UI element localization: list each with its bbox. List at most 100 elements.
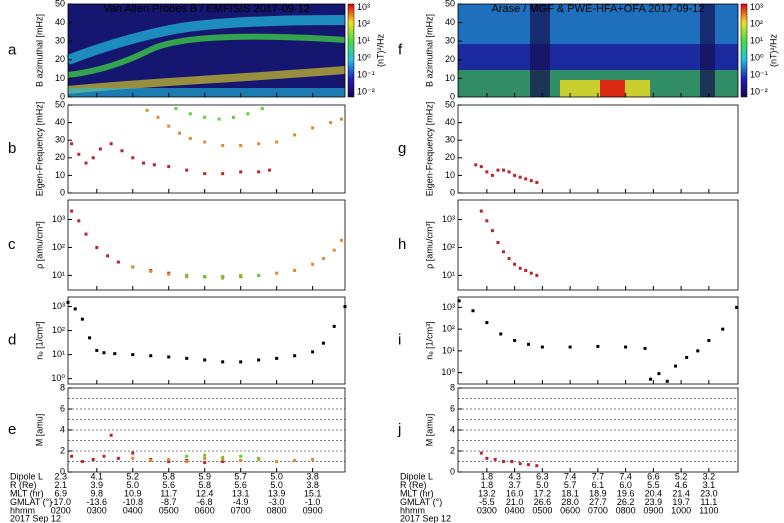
- data-point: [203, 140, 207, 144]
- time-label: 1000: [671, 505, 691, 515]
- panel-label: j: [397, 421, 401, 438]
- plot-frame: [457, 104, 739, 194]
- data-point: [535, 180, 539, 184]
- data-point: [185, 356, 189, 360]
- panel-label: g: [398, 140, 406, 157]
- colorbar-tick-label: 10⁻²: [750, 86, 768, 96]
- row-value: 4.6: [675, 480, 688, 490]
- row-value: 10.9: [124, 488, 142, 498]
- data-point: [490, 229, 494, 233]
- row-value: -6.8: [197, 497, 213, 507]
- data-point: [167, 460, 171, 463]
- data-point: [70, 209, 74, 213]
- data-point: [518, 175, 522, 179]
- data-point: [203, 453, 207, 457]
- data-point: [257, 456, 261, 460]
- data-point: [329, 121, 333, 125]
- time-label: 0700: [588, 505, 608, 515]
- row-value: -10.8: [122, 497, 143, 507]
- colorbar-tick-label: 10⁻¹: [750, 69, 768, 79]
- row-value: 11.7: [160, 488, 177, 498]
- data-point: [95, 348, 99, 352]
- y-tick-label: 30: [55, 36, 65, 46]
- data-point: [91, 457, 95, 461]
- row-value: 5.0: [270, 471, 283, 481]
- data-point: [657, 372, 661, 376]
- data-point: [507, 257, 511, 261]
- y-tick-label: 10¹: [442, 345, 455, 355]
- data-point: [257, 142, 261, 146]
- time-label: 0400: [505, 505, 525, 515]
- y-axis-label: ρ [amu/cm³]: [424, 221, 434, 269]
- y-tick-label: 0: [450, 91, 455, 101]
- data-point: [221, 172, 225, 176]
- row-value: 23.9: [645, 497, 663, 507]
- data-point: [513, 339, 517, 342]
- panel-label: c: [8, 236, 16, 253]
- y-tick-label: 10¹: [52, 270, 65, 280]
- y-tick-label: 50: [445, 99, 455, 109]
- row-label: Dipole L: [10, 471, 43, 481]
- row-value: 6.1: [592, 480, 605, 490]
- data-point: [77, 152, 81, 156]
- data-point: [260, 107, 264, 111]
- row-value: 1.8: [481, 471, 494, 481]
- panel-label: d: [8, 331, 16, 348]
- row-value: -3.0: [269, 497, 285, 507]
- y-tick-label: 10: [55, 170, 65, 180]
- row-value: 17.2: [534, 488, 552, 498]
- data-point: [529, 271, 533, 275]
- colorbar-tick-label: 10³: [750, 2, 763, 12]
- time-label: 0800: [267, 505, 287, 515]
- data-point: [293, 354, 297, 358]
- y-tick-label: 20: [55, 54, 65, 64]
- data-point: [490, 173, 494, 177]
- plot-frame: [67, 387, 346, 473]
- data-point: [502, 250, 506, 254]
- data-point: [106, 254, 110, 258]
- row-value: 20.4: [645, 488, 663, 498]
- plot-frame: [67, 296, 346, 385]
- data-point: [231, 115, 235, 119]
- row-value: 5.0: [126, 480, 139, 490]
- row-value: 26.6: [534, 497, 552, 507]
- row-value: 6.9: [55, 488, 68, 498]
- data-point: [217, 117, 221, 121]
- row-value: -8.7: [161, 497, 177, 507]
- data-point: [535, 464, 539, 468]
- row-value: 13.1: [232, 488, 250, 498]
- y-tick-label: 10³: [442, 302, 455, 312]
- colorbar-tick-label: 10³: [357, 2, 370, 12]
- plot-frame: [457, 3, 739, 98]
- data-point: [174, 107, 178, 111]
- data-point: [142, 161, 146, 165]
- data-point: [568, 345, 572, 349]
- data-point: [735, 305, 739, 309]
- time-label: 0400: [123, 505, 143, 515]
- row-value: 18.1: [561, 488, 579, 498]
- y-tick-label: 10: [445, 170, 455, 180]
- colorbar-tick-label: 10⁰: [750, 52, 764, 62]
- data-point: [152, 163, 156, 167]
- y-tick-label: 30: [445, 135, 455, 145]
- time-label: 0800: [616, 505, 636, 515]
- data-point: [167, 165, 171, 169]
- data-point: [502, 168, 506, 172]
- row-value: 7.7: [592, 471, 605, 481]
- data-point: [70, 142, 74, 146]
- plot-frame: [457, 296, 739, 385]
- panel-label: i: [398, 331, 401, 348]
- y-tick-label: 10³: [52, 301, 65, 311]
- y-tick-label: 4: [60, 424, 65, 434]
- y-tick-label: 2: [60, 445, 65, 455]
- row-value: 5.0: [536, 480, 549, 490]
- data-point: [185, 168, 189, 172]
- y-tick-label: 0: [60, 91, 65, 101]
- colorbar: [347, 3, 355, 98]
- y-tick-label: 0: [60, 187, 65, 197]
- data-point: [524, 268, 528, 272]
- y-tick-label: 50: [445, 0, 455, 8]
- time-label: 0700: [231, 505, 251, 515]
- data-point: [485, 219, 489, 223]
- data-point: [471, 309, 475, 313]
